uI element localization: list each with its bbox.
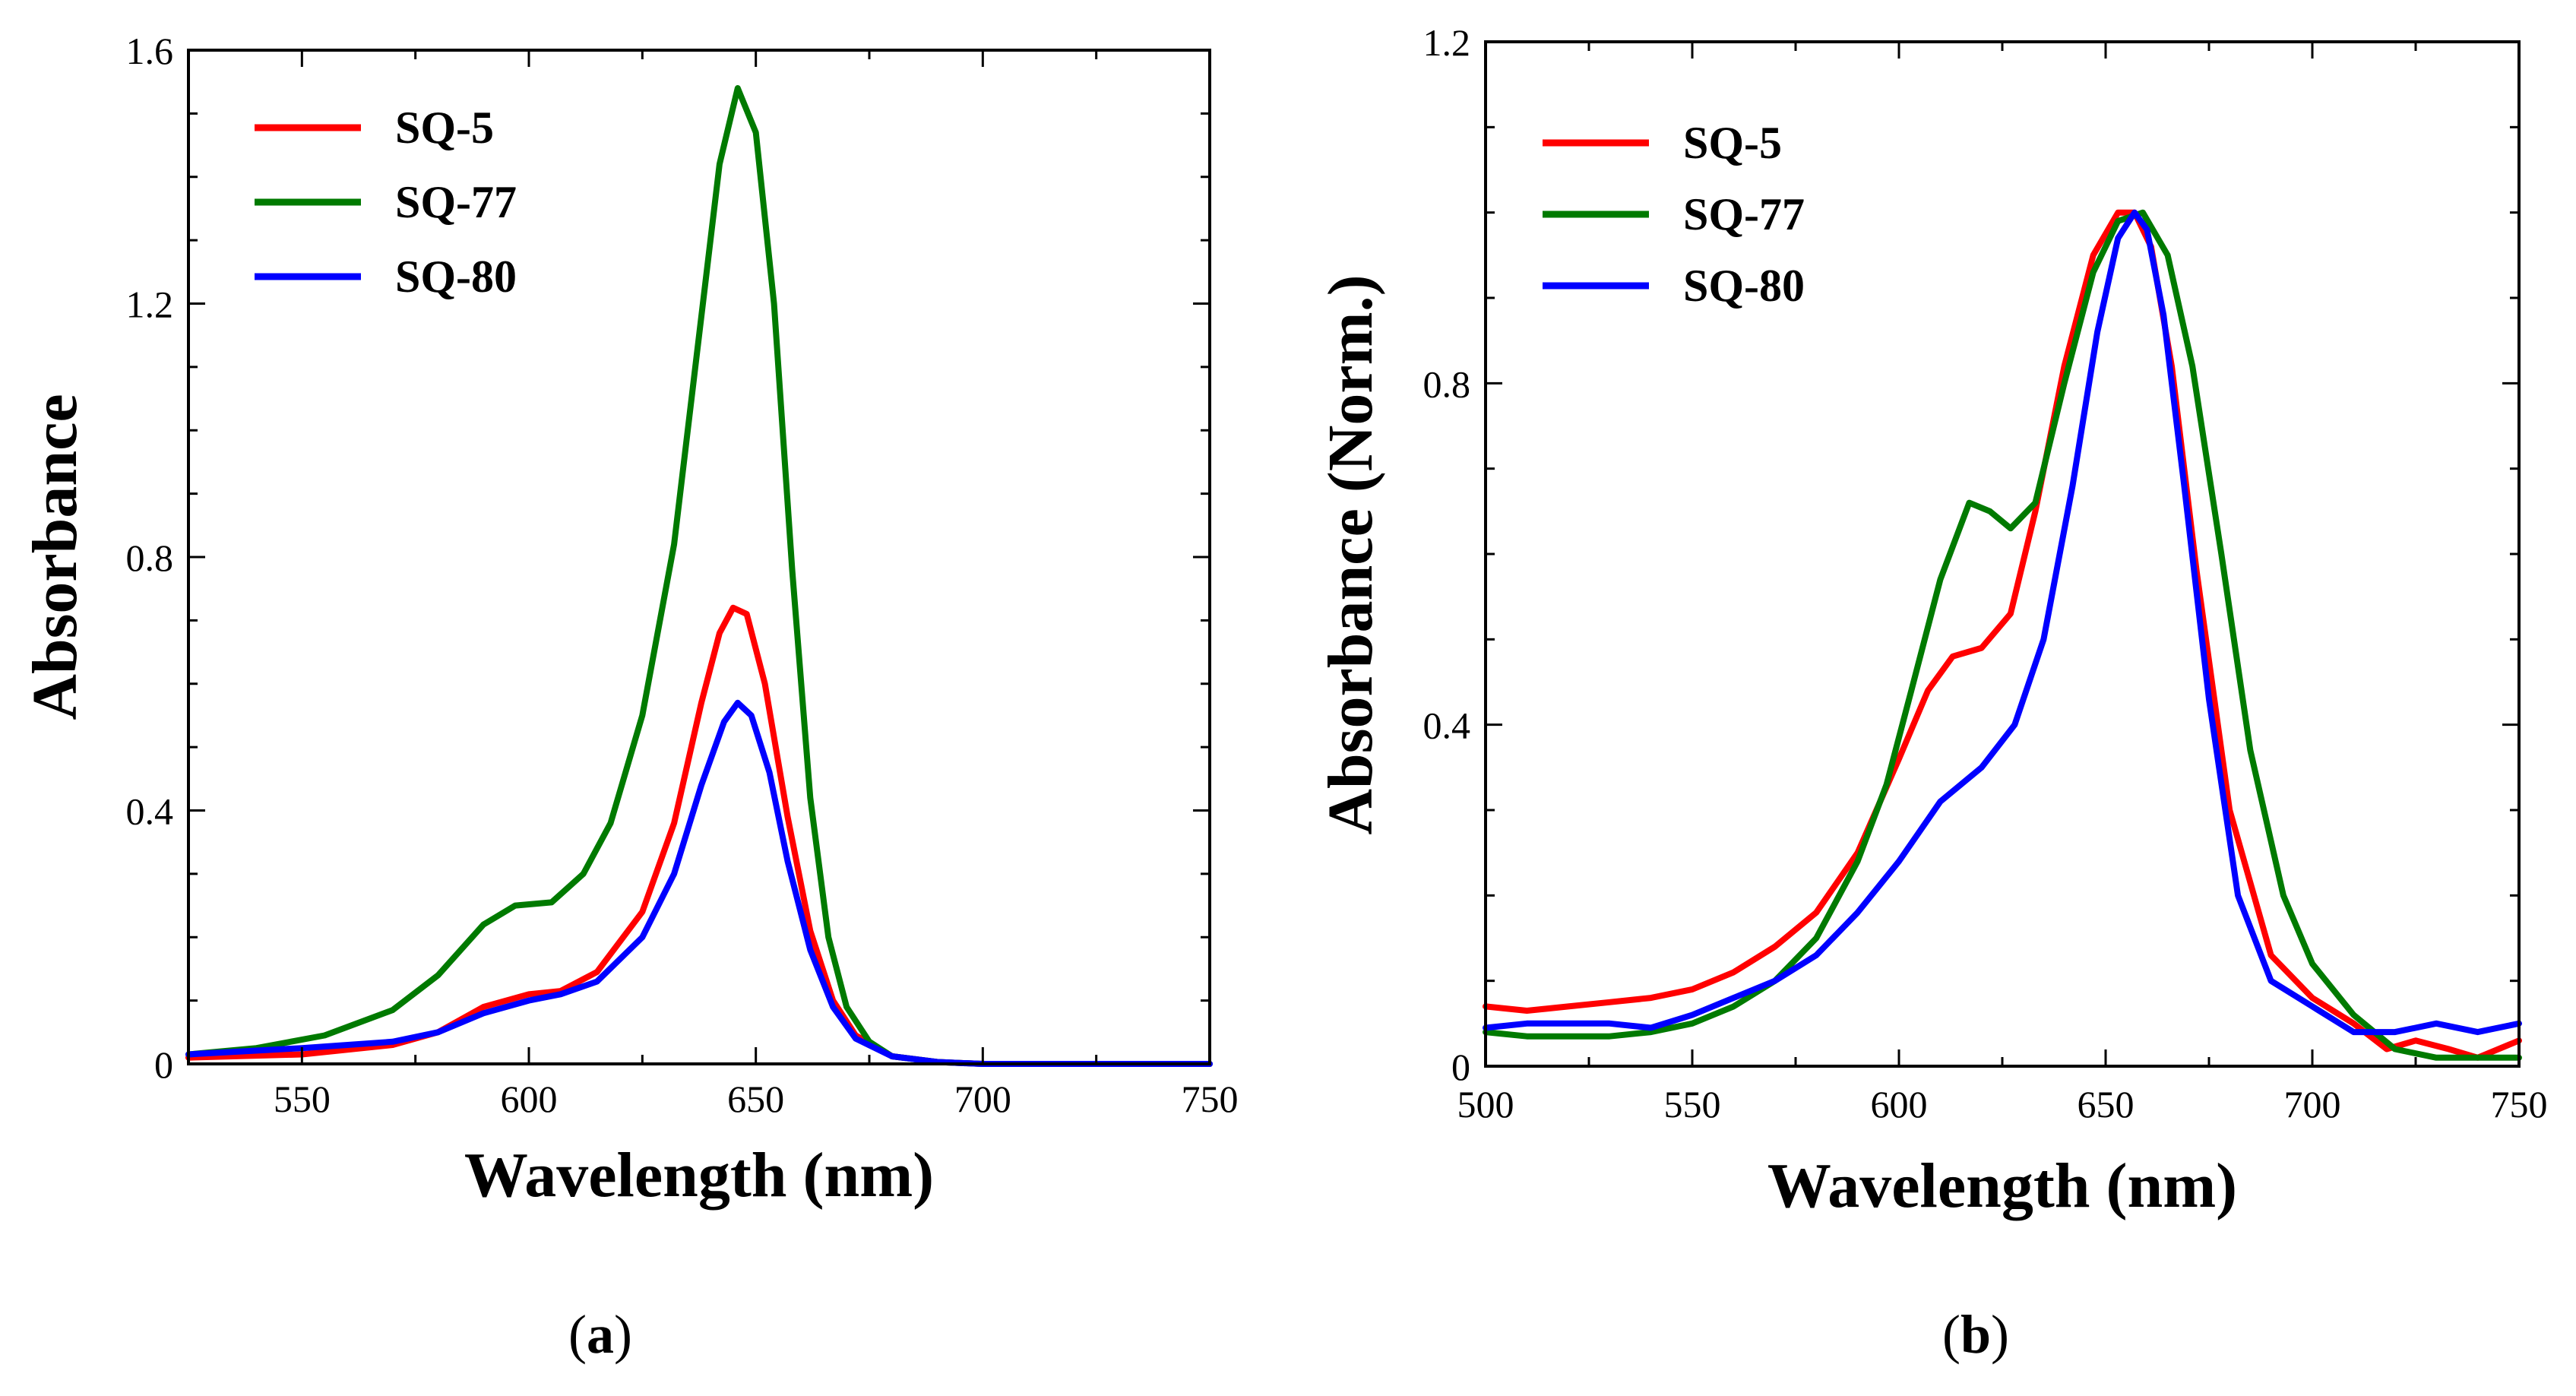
panel-a-x-tick-label: 600 — [501, 1078, 558, 1120]
panel-b-caption-open: ( — [1942, 1304, 1960, 1365]
panel-b-y-tick-label: 0.4 — [1423, 704, 1471, 747]
panel-b-series-line-sq-5 — [1483, 209, 2522, 1061]
panel-b-caption-close: ) — [1991, 1304, 2009, 1365]
panel-a-x-tick-label: 650 — [727, 1078, 784, 1120]
panel-b-y-tick-label: 0 — [1451, 1046, 1470, 1088]
panel-b-x-tick-label: 750 — [2491, 1083, 2548, 1125]
panel-a-y-tick-label: 0.4 — [126, 790, 174, 833]
panel-a-x-axis-title: Wavelength (nm) — [464, 1140, 934, 1211]
panel-b-ticks: 500 550 600 650 700 750 0 0.4 0.8 1.2 — [1423, 21, 2548, 1125]
panel-b-plot-frame — [1484, 40, 2521, 1068]
panel-b-legend-label-sq-77: SQ-77 — [1683, 189, 1805, 239]
panel-a-legend-label-sq-80: SQ-80 — [395, 252, 517, 302]
panel-a-series-line-sq-5 — [185, 604, 1213, 1067]
panel-a-y-axis-title: Absorbance — [20, 394, 90, 720]
panel-a-caption-letter: a — [587, 1304, 614, 1365]
panel-b-series-line-sq-77 — [1483, 209, 2522, 1061]
panel-a-x-tick-label: 700 — [954, 1078, 1011, 1120]
panel-a-x-tick-label: 750 — [1182, 1078, 1239, 1120]
panel-b-caption-letter: b — [1960, 1304, 1991, 1365]
panel-a-x-tick-label: 550 — [274, 1078, 331, 1120]
panel-b-y-tick-label: 0.8 — [1423, 362, 1471, 405]
panel-a-caption: (a) — [568, 1304, 632, 1365]
panel-b-legend-label-sq-5: SQ-5 — [1683, 118, 1782, 168]
panel-b-x-axis-title: Wavelength (nm) — [1767, 1151, 2237, 1221]
panel-b-x-tick-label: 600 — [1871, 1083, 1928, 1125]
panel-b-y-axis-title: Absorbance (Norm.) — [1315, 274, 1386, 834]
panel-b-legend: SQ-5 SQ-77 SQ-80 — [1543, 118, 1805, 311]
panel-a-y-tick-label: 0 — [154, 1043, 173, 1086]
panel-a-caption-open: ( — [568, 1304, 587, 1365]
panel-b-x-tick-label: 550 — [1664, 1083, 1721, 1125]
panel-b-caption: (b) — [1942, 1304, 2009, 1365]
panel-b-series — [1483, 209, 2522, 1061]
panel-a-caption-close: ) — [614, 1304, 632, 1365]
panel-b-x-tick-label: 700 — [2284, 1083, 2341, 1125]
panel-a-y-tick-label: 1.2 — [126, 283, 174, 326]
panel-a-legend-label-sq-77: SQ-77 — [395, 177, 517, 227]
panel-a-y-tick-label: 0.8 — [126, 537, 174, 579]
panel-b-y-tick-label: 1.2 — [1423, 21, 1471, 64]
panel-a-series-line-sq-77 — [185, 85, 1213, 1067]
panel-b-legend-label-sq-80: SQ-80 — [1683, 261, 1805, 311]
panel-b-series-line-sq-80 — [1483, 209, 2522, 1036]
panel-a-series-line-sq-80 — [185, 699, 1213, 1067]
panel-a-legend: SQ-5 SQ-77 SQ-80 — [255, 103, 517, 302]
panel-a-series — [185, 85, 1213, 1067]
panel-a-y-tick-label: 1.6 — [126, 30, 174, 72]
panel-a-legend-label-sq-5: SQ-5 — [395, 103, 494, 153]
panel-a-ticks: 550 600 650 700 750 0 0.4 0.8 1.2 1.6 — [126, 30, 1239, 1120]
panel-b-x-tick-label: 650 — [2078, 1083, 2135, 1125]
panel-b-x-tick-label: 500 — [1457, 1083, 1514, 1125]
